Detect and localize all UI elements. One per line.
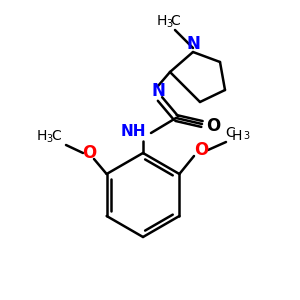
Text: C: C [51,129,61,143]
Text: NH: NH [120,124,146,140]
Text: 3: 3 [46,134,52,144]
Text: 3: 3 [166,19,172,29]
Text: C: C [170,14,180,28]
Text: H: H [232,129,242,143]
Text: 3: 3 [243,131,249,141]
Text: C: C [225,126,235,140]
Text: O: O [82,144,96,162]
Text: O: O [194,141,208,159]
Text: O: O [206,117,220,135]
Text: N: N [186,35,200,53]
Text: N: N [151,82,165,100]
Text: H: H [37,129,47,143]
Text: H: H [157,14,167,28]
